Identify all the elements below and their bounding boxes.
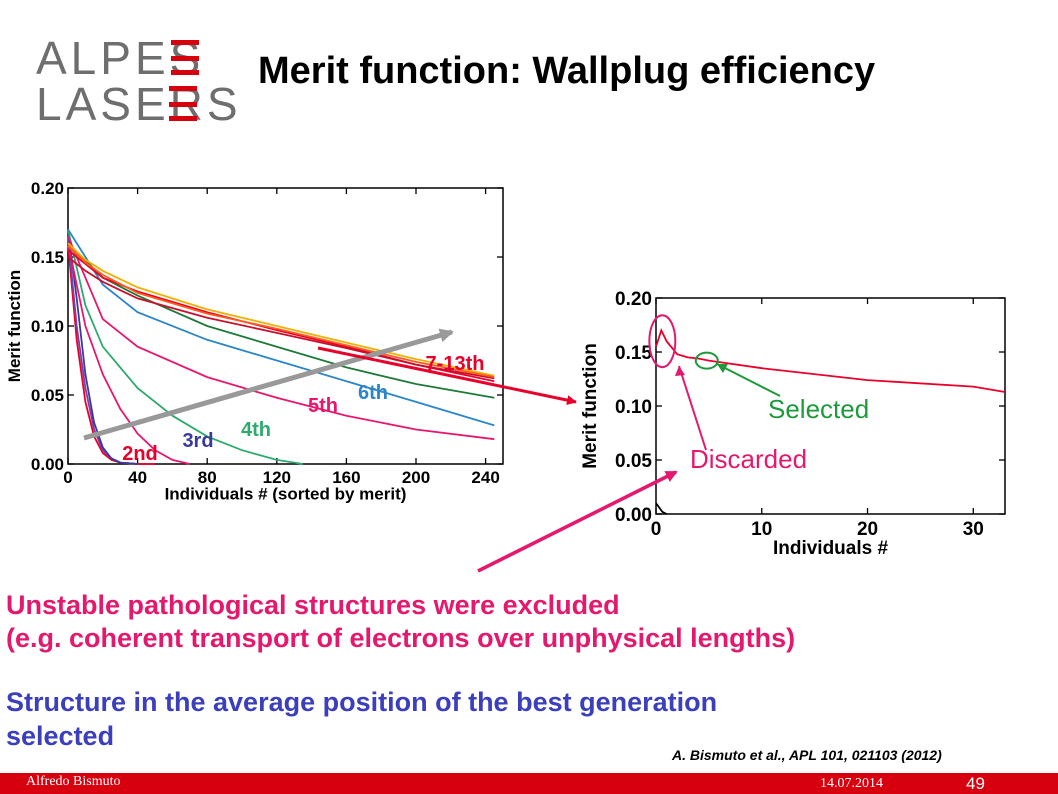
x-tick-label: 80 bbox=[198, 468, 217, 487]
selected-pointer-head bbox=[717, 364, 728, 373]
citation: A. Bismuto et al., APL 101, 021103 (2012… bbox=[672, 747, 942, 763]
generation-label: 2nd bbox=[122, 443, 158, 465]
series-line-unlabeled-1 bbox=[655, 502, 668, 515]
y-tick-label: 0.20 bbox=[615, 289, 652, 310]
x-tick-label: 120 bbox=[263, 468, 291, 487]
logo-line2: LASERS bbox=[36, 78, 242, 126]
x-axis-label: Individuals # (sorted by merit) bbox=[165, 485, 407, 504]
selected-annotation: Selected bbox=[768, 394, 869, 424]
footer-bar bbox=[0, 773, 1058, 794]
logo-red-bar-5 bbox=[169, 102, 197, 107]
slide-title: Merit function: Wallplug efficiency bbox=[258, 50, 876, 92]
page-number: 49 bbox=[966, 774, 985, 793]
selected-statement: Structure in the average position of the… bbox=[6, 685, 717, 753]
x-tick-label: 0 bbox=[63, 468, 72, 487]
alpes-lasers-logo: ALPES LASERS bbox=[36, 36, 242, 126]
excluded-statement-line2: (e.g. coherent transport of electrons ov… bbox=[6, 623, 796, 653]
selected-statement-line2: selected bbox=[6, 721, 115, 751]
generation-label: 6th bbox=[358, 382, 388, 404]
logo-red-bar-3 bbox=[171, 70, 199, 75]
generation-label: 5th bbox=[308, 395, 338, 417]
logo-red-bar-1 bbox=[171, 40, 199, 45]
y-tick-label: 0.10 bbox=[615, 397, 652, 418]
y-tick-label: 0.15 bbox=[31, 248, 64, 267]
excluded-statement: Unstable pathological structures were ex… bbox=[6, 589, 795, 655]
generation-label: 4th bbox=[241, 419, 271, 441]
footer-author: Alfredo Bismuto bbox=[26, 774, 121, 789]
x-tick-label: 240 bbox=[471, 468, 499, 487]
discarded-circle bbox=[648, 314, 677, 369]
y-tick-label: 0.10 bbox=[31, 317, 64, 336]
x-tick-label: 0 bbox=[651, 519, 662, 540]
logo-red-bar-2 bbox=[171, 56, 199, 61]
y-tick-label: 0.05 bbox=[615, 451, 652, 472]
generation-label: 3rd bbox=[182, 430, 213, 452]
footer-date: 14.07.2014 bbox=[820, 776, 883, 791]
excluded-statement-line1: Unstable pathological structures were ex… bbox=[6, 590, 620, 620]
series-line-unlabeled-3 bbox=[67, 243, 191, 465]
x-tick-label: 40 bbox=[128, 468, 147, 487]
discarded-pointer bbox=[678, 365, 707, 451]
y-tick-label: 0.15 bbox=[615, 343, 652, 364]
y-tick-label: 0.00 bbox=[31, 455, 64, 474]
selected-circle bbox=[694, 351, 719, 370]
x-tick-label: 200 bbox=[402, 468, 430, 487]
logo-red-bar-4 bbox=[169, 86, 197, 91]
x-tick-label: 20 bbox=[857, 519, 878, 540]
series-line-unlabeled-0 bbox=[655, 328, 1006, 393]
x-axis-label: Individuals # bbox=[773, 538, 889, 559]
x-tick-label: 10 bbox=[751, 519, 772, 540]
series-line-5th bbox=[67, 235, 495, 441]
x-tick-label: 30 bbox=[963, 519, 984, 540]
merit-chart-generations: 0 40 80 120 160 200 240 0.00 0.05 0.10 0.15 0.20 Ind… bbox=[5, 179, 504, 504]
y-tick-label: 0.00 bbox=[615, 505, 652, 526]
y-tick-label: 0.05 bbox=[31, 386, 64, 405]
logo-red-bar-6 bbox=[169, 116, 197, 121]
generation-label: 7-13th bbox=[426, 353, 485, 375]
y-axis-label: Merit function bbox=[5, 270, 24, 382]
selected-pointer bbox=[716, 363, 781, 397]
discarded-pointer-head bbox=[675, 366, 685, 376]
y-tick-label: 0.20 bbox=[31, 179, 64, 198]
y-axis-label: Merit function bbox=[580, 343, 601, 469]
series-line-4th bbox=[67, 229, 304, 465]
merit-chart-individuals: 0 10 20 30 0.00 0.05 0.10 0.15 0.20 Individuals #… bbox=[580, 289, 1006, 559]
discarded-annotation: Discarded bbox=[690, 444, 807, 474]
x-tick-label: 160 bbox=[332, 468, 360, 487]
selected-statement-line1: Structure in the average position of the… bbox=[6, 687, 718, 717]
